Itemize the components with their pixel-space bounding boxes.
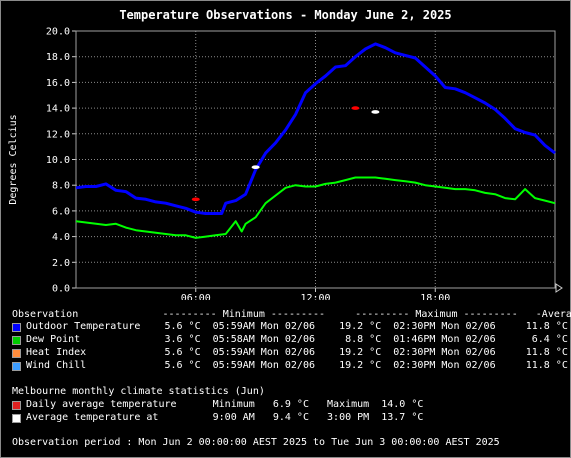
- plot-border: [75, 30, 556, 289]
- y-tick-label: 16.0: [46, 78, 70, 89]
- climate-marker-average-temperature-at: [251, 165, 260, 170]
- x-axis-arrow: [555, 283, 563, 293]
- series-line-dew-point: [75, 176, 556, 239]
- y-axis-label: Degrees Celcius: [8, 114, 19, 204]
- legend-row-outdoor: Outdoor Temperature 5.6 °C 05:59AM Mon 0…: [26, 321, 568, 332]
- legend-swatch-outdoor: [12, 323, 21, 332]
- series-line-outdoor-temperature: [75, 42, 556, 215]
- x-tick-label: 06:00: [181, 293, 211, 300]
- legend-row-dewpoint: Dew Point 3.6 °C 05:58AM Mon 02/06 8.8 °…: [26, 334, 568, 345]
- chart-title: Temperature Observations - Monday June 2…: [119, 8, 452, 22]
- climate-header: Melbourne monthly climate statistics (Ju…: [12, 386, 265, 397]
- y-tick-label: 6.0: [52, 206, 70, 217]
- observation-period: Observation period : Mon Jun 2 00:00:00 …: [12, 437, 500, 448]
- y-tick-label: 2.0: [52, 258, 70, 269]
- climate-marker-daily-average-temperature: [351, 106, 360, 110]
- climate-row-hourly: Average temperature at 9:00 AM 9.4 °C 3:…: [26, 412, 424, 423]
- legend-row-windchill: Wind Chill 5.6 °C 05:59AM Mon 02/06 19.2…: [26, 360, 568, 371]
- y-tick-label: 20.0: [46, 27, 70, 38]
- climate-marker-daily-average-temperature: [191, 197, 200, 202]
- legend-header: Observation --------- Minimum --------- …: [12, 309, 571, 320]
- legend-swatch-windchill: [12, 362, 21, 371]
- y-tick-label: 18.0: [46, 52, 70, 63]
- climate-row-daily: Daily average temperature Minimum 6.9 °C…: [26, 399, 424, 410]
- climate-swatch-daily: [12, 401, 21, 410]
- legend-row-heatindex: Heat Index 5.6 °C 05:59AM Mon 02/06 19.2…: [26, 347, 568, 358]
- y-tick-label: 4.0: [52, 232, 70, 243]
- x-tick-label: 18:00: [420, 293, 450, 300]
- y-tick-label: 12.0: [46, 129, 70, 140]
- climate-swatch-hourly: [12, 414, 21, 423]
- y-tick-label: 8.0: [52, 181, 70, 192]
- plot-area: [76, 31, 555, 288]
- legend-swatch-heatindex: [12, 349, 21, 358]
- temperature-chart: 0.0 2.0 4.0 6.0 8.0 10.0 12.0 14.0 16.0 18.0 20.0 0…: [8, 27, 563, 300]
- x-tick-label: 12:00: [300, 293, 330, 300]
- y-tick-label: 14.0: [46, 104, 70, 115]
- y-tick-label: 10.0: [46, 155, 70, 166]
- legend-swatch-dewpoint: [12, 336, 21, 345]
- climate-marker-average-temperature-at: [371, 110, 380, 114]
- y-tick-label: 0.0: [52, 284, 70, 295]
